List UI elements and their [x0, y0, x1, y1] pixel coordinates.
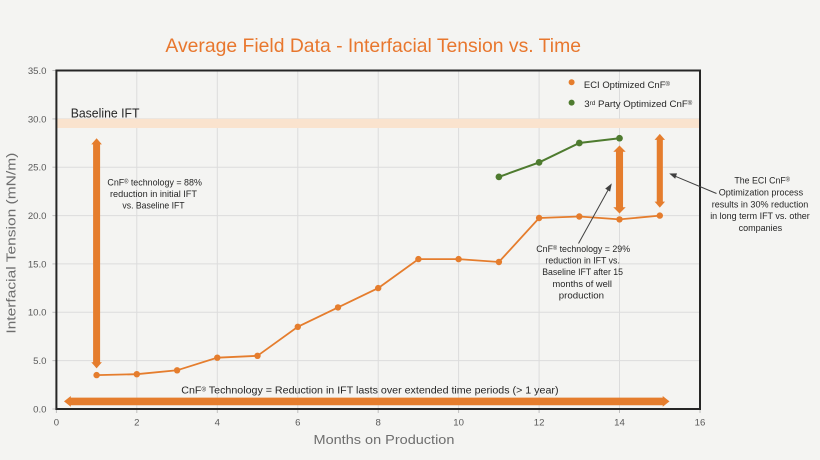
svg-text:12: 12 — [534, 418, 545, 429]
svg-text:4: 4 — [215, 418, 221, 429]
svg-text:companies: companies — [739, 223, 783, 234]
svg-text:reduction in initial IFT: reduction in initial IFT — [110, 189, 197, 200]
svg-text:Optimization process: Optimization process — [719, 188, 804, 199]
svg-text:Months on Production: Months on Production — [314, 433, 455, 447]
svg-text:0: 0 — [54, 418, 59, 429]
svg-text:16: 16 — [695, 418, 706, 429]
svg-text:in long term IFT vs. other: in long term IFT vs. other — [710, 211, 810, 222]
svg-text:Average Field Data - Interfaci: Average Field Data - Interfacial Tension… — [165, 35, 581, 57]
svg-text:10: 10 — [453, 418, 464, 429]
svg-text:3rd Party Optimized CnF®: 3rd Party Optimized CnF ® — [584, 99, 693, 110]
svg-text:The ECI CnF®: The ECI CnF® — [734, 176, 790, 187]
svg-text:CnF® Technology = Reduction in: CnF® Technology = Reduction in IFT lasts… — [181, 386, 558, 397]
svg-text:CnF® technology = 29%: CnF® technology = 29% — [536, 244, 630, 255]
svg-text:months of well: months of well — [553, 279, 612, 290]
svg-text:vs. Baseline IFT: vs. Baseline IFT — [122, 200, 184, 211]
svg-text:0.0: 0.0 — [33, 404, 46, 415]
svg-text:ECI Optimized CnF®: ECI Optimized CnF® — [584, 80, 671, 91]
svg-text:Baseline IFT after 15: Baseline IFT after 15 — [542, 267, 623, 278]
svg-text:reduction in IFT vs.: reduction in IFT vs. — [545, 256, 620, 267]
svg-text:2: 2 — [134, 418, 139, 429]
svg-text:results in 30% reduction: results in 30% reduction — [712, 199, 809, 210]
svg-text:5.0: 5.0 — [33, 356, 46, 367]
svg-text:30.0: 30.0 — [28, 114, 47, 125]
svg-text:CnF® technology = 88%: CnF® technology = 88% — [107, 178, 202, 189]
svg-text:8: 8 — [376, 418, 381, 429]
svg-text:6: 6 — [295, 418, 300, 429]
svg-text:14: 14 — [614, 418, 625, 429]
svg-text:25.0: 25.0 — [28, 163, 47, 174]
svg-text:10.0: 10.0 — [28, 308, 47, 319]
svg-text:20.0: 20.0 — [28, 211, 47, 222]
svg-text:Interfacial Tension (mN/m): Interfacial Tension (mN/m) — [5, 153, 19, 334]
svg-text:35.0: 35.0 — [28, 66, 47, 77]
svg-text:15.0: 15.0 — [28, 259, 47, 270]
svg-text:Baseline IFT: Baseline IFT — [71, 106, 140, 120]
svg-text:production: production — [559, 291, 604, 302]
